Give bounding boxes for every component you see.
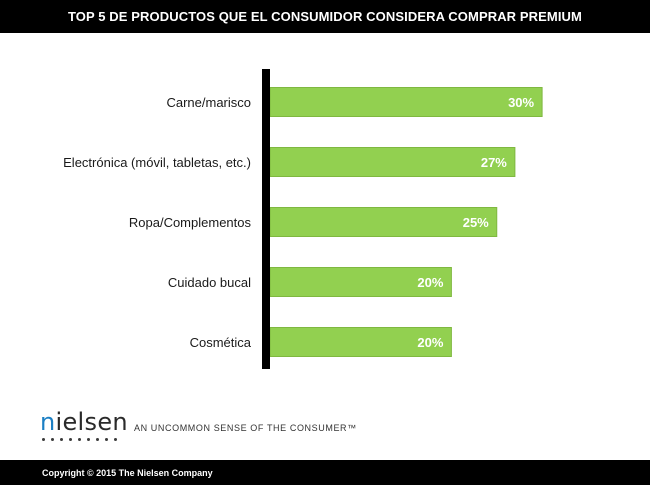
footer-bar: Copyright © 2015 The Nielsen Company: [0, 460, 650, 485]
nielsen-logo: nielsen: [40, 408, 128, 444]
value-label: 30%: [508, 95, 534, 110]
bar: [269, 267, 452, 297]
value-label: 25%: [463, 215, 489, 230]
value-labels: 30% 27% 25% 20% 20%: [417, 95, 534, 350]
logo-rest: ielsen: [55, 408, 128, 436]
value-label: 20%: [417, 335, 443, 350]
chart-title: TOP 5 DE PRODUCTOS QUE EL CONSUMIDOR CON…: [0, 0, 650, 33]
category-labels: Carne/marisco Electrónica (móvil, tableta…: [63, 95, 252, 350]
bar: [269, 207, 498, 237]
category-label: Ropa/Complementos: [129, 215, 252, 230]
bar: [269, 87, 543, 117]
brand-tagline: AN UNCOMMON SENSE OF THE CONSUMER™: [134, 423, 357, 433]
logo-first-letter: n: [40, 408, 56, 436]
category-label: Electrónica (móvil, tabletas, etc.): [63, 155, 251, 170]
category-label: Cuidado bucal: [168, 275, 251, 290]
value-label: 27%: [481, 155, 507, 170]
copyright-text: Copyright © 2015 The Nielsen Company: [42, 467, 213, 478]
category-axis: [262, 69, 270, 369]
bar-chart: Carne/marisco Electrónica (móvil, tableta…: [63, 69, 543, 369]
logo-dots: [42, 438, 117, 441]
bar: [269, 327, 452, 357]
bar: [269, 147, 516, 177]
category-label: Cosmética: [190, 335, 252, 350]
category-label: Carne/marisco: [166, 95, 251, 110]
brand-block: nielsen AN UNCOMMON SENSE OF THE CONSUME…: [40, 410, 357, 444]
bars: [269, 87, 543, 357]
value-label: 20%: [417, 275, 443, 290]
